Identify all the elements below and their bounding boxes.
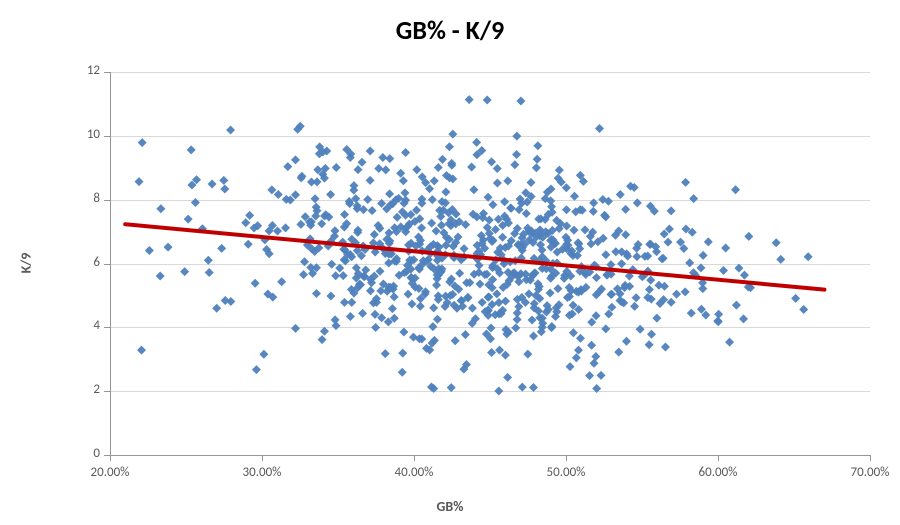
y-axis-label: K/9	[18, 252, 35, 273]
trendline-layer	[110, 72, 870, 455]
y-tick-label: 8	[60, 191, 100, 206]
x-axis	[110, 455, 870, 456]
trendline	[125, 224, 824, 289]
y-tick-label: 2	[60, 382, 100, 397]
x-tick-mark	[718, 455, 719, 461]
chart-container: GB% - K/9 K/9 GB% 02468101220.00%30.00%4…	[0, 0, 900, 525]
x-tick-mark	[110, 455, 111, 461]
y-tick-label: 6	[60, 255, 100, 270]
x-tick-label: 40.00%	[395, 465, 434, 480]
y-tick-label: 10	[60, 127, 100, 142]
x-tick-label: 60.00%	[699, 465, 738, 480]
x-tick-mark	[262, 455, 263, 461]
x-tick-label: 70.00%	[851, 465, 890, 480]
x-tick-mark	[566, 455, 567, 461]
x-tick-label: 20.00%	[91, 465, 130, 480]
x-tick-mark	[870, 455, 871, 461]
y-tick-label: 12	[60, 63, 100, 78]
y-tick-label: 4	[60, 318, 100, 333]
x-tick-mark	[414, 455, 415, 461]
x-axis-label: GB%	[437, 498, 464, 515]
plot-area: 02468101220.00%30.00%40.00%50.00%60.00%7…	[110, 72, 870, 455]
x-tick-label: 50.00%	[547, 465, 586, 480]
chart-title: GB% - K/9	[0, 14, 900, 46]
y-tick-label: 0	[60, 446, 100, 461]
x-tick-label: 30.00%	[243, 465, 282, 480]
